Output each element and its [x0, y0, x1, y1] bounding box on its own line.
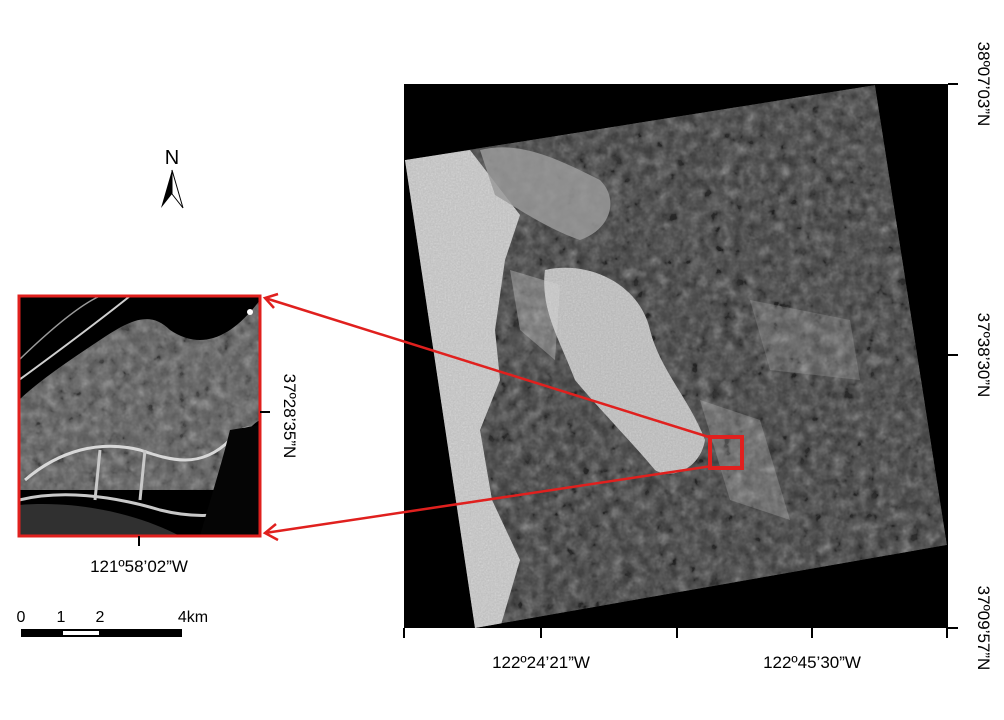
lon-label-2: 122º45’30”W [763, 653, 861, 672]
connector-top [264, 296, 713, 440]
north-arrow-icon [161, 169, 184, 209]
lon-label-1: 122º24’21”W [492, 653, 590, 672]
scale-label-1: 1 [57, 609, 66, 626]
lat-label-top: 38º07’03”N [974, 42, 993, 127]
north-arrow: N [161, 147, 184, 209]
arrowhead-bottom-icon [262, 523, 279, 542]
main-map-ticks [403, 83, 958, 638]
connector-bottom [264, 464, 713, 535]
main-map [404, 84, 948, 628]
scale-label-4km: 4km [178, 609, 208, 626]
inset-lat-label: 37º28’35”N [280, 374, 299, 459]
lat-label-middle: 37º38’30”N [974, 313, 993, 398]
inset-map [17, 294, 270, 546]
zoom-connectors [262, 292, 713, 542]
north-label: N [165, 147, 179, 169]
scale-label-2: 2 [96, 609, 105, 626]
lat-label-bottom: 37º09’57”N [974, 586, 993, 671]
sar-scene [405, 85, 947, 628]
inset-lon-label: 121º58’02”W [90, 557, 188, 576]
arrowhead-top-icon [262, 292, 279, 309]
scale-bar: 0 1 2 4km [17, 609, 208, 637]
target-box [708, 435, 744, 470]
scale-label-0: 0 [17, 609, 26, 626]
